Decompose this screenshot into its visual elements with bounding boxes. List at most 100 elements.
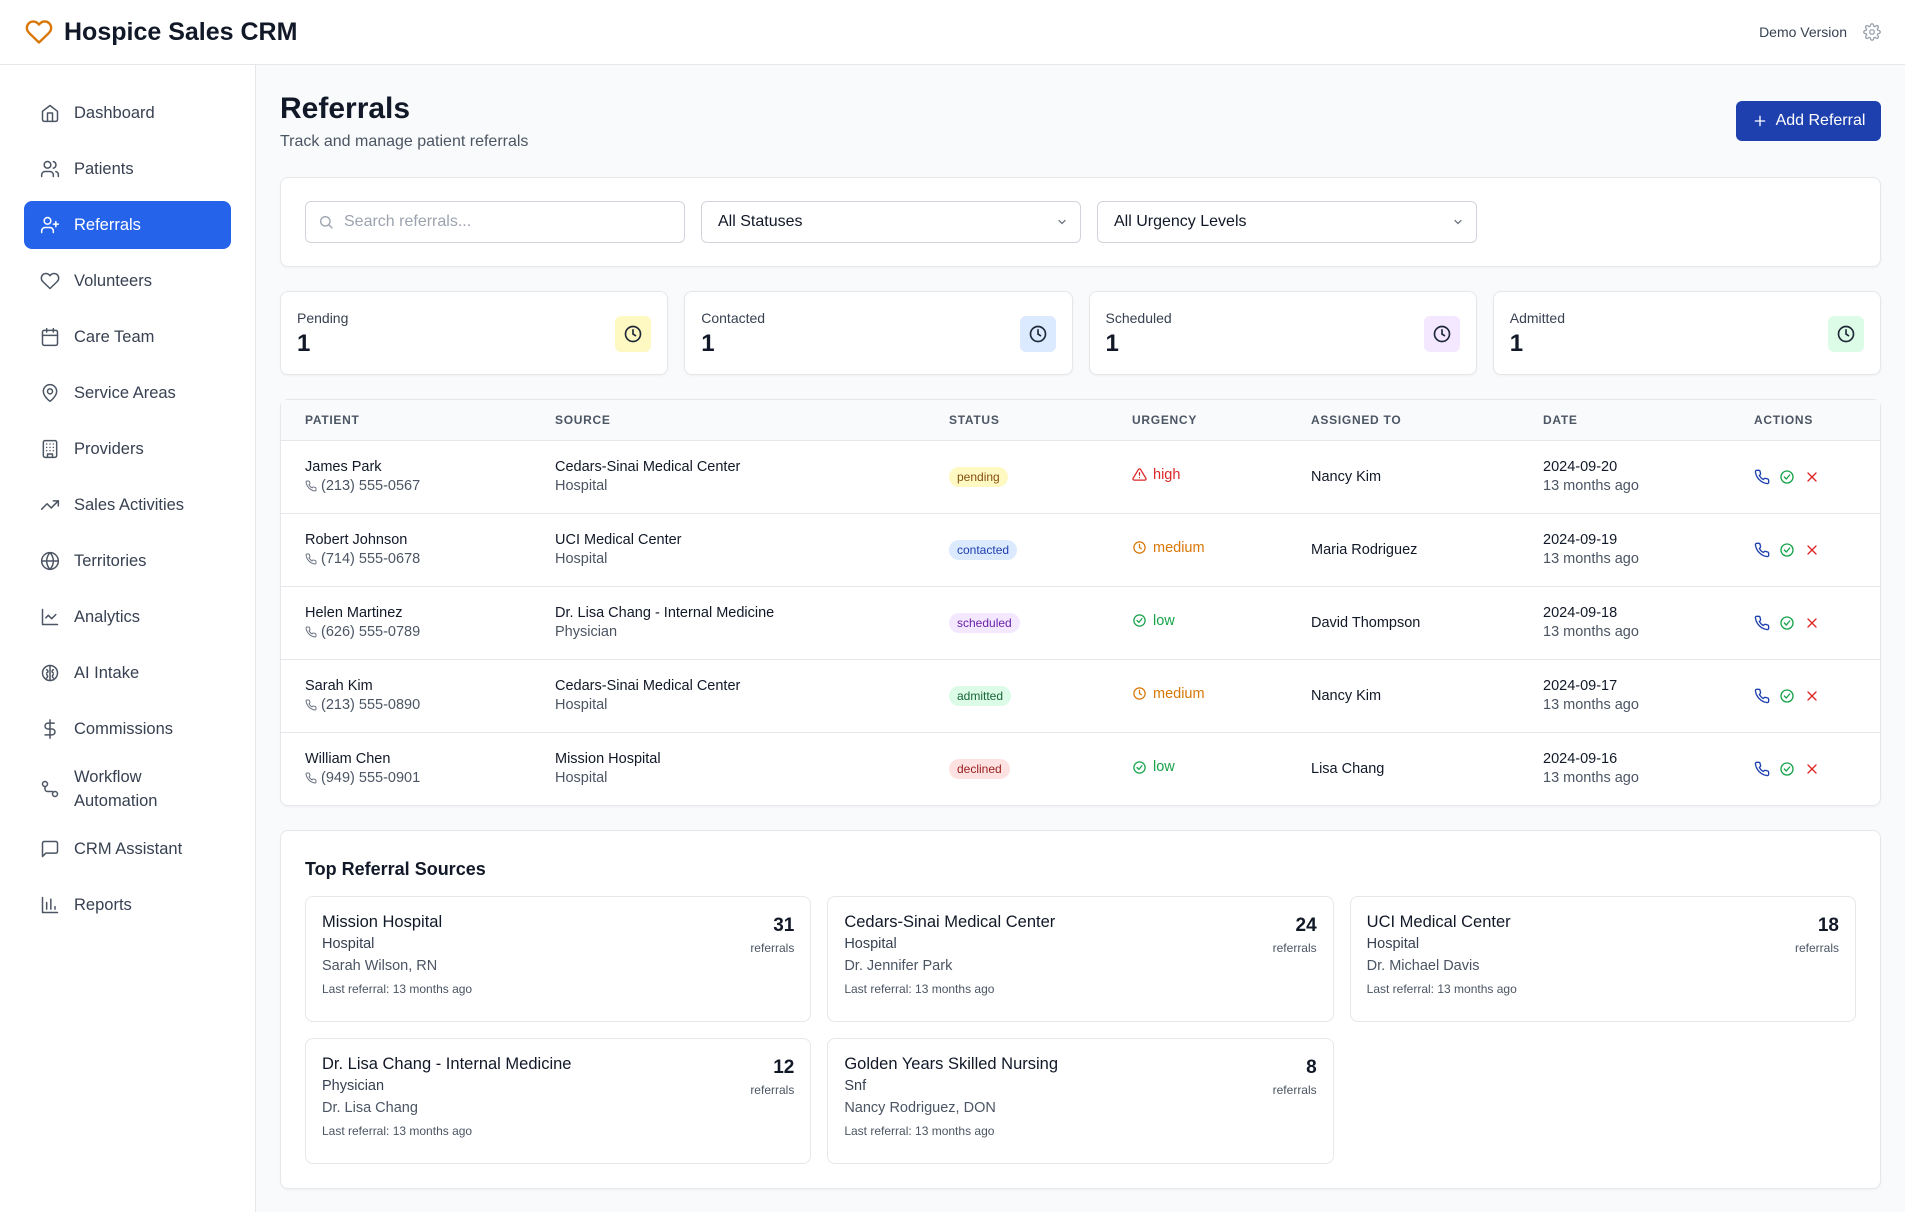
assigned-cell: Nancy Kim xyxy=(1287,659,1519,733)
source-cell: UCI Medical Center Hospital xyxy=(531,513,925,587)
users-icon xyxy=(40,159,60,179)
sidebar-item-reports[interactable]: Reports xyxy=(24,881,231,929)
sidebar-item-dashboard[interactable]: Dashboard xyxy=(24,89,231,137)
referral-count: 12 referrals xyxy=(750,1057,794,1097)
table-row[interactable]: Helen Martinez (626) 555-0789 Dr. Lisa Cha… xyxy=(281,586,1880,660)
status-badge: contacted xyxy=(949,539,1018,560)
main-content: Referrals Track and manage patient refer… xyxy=(256,65,1905,1212)
source-name: Dr. Lisa Chang - Internal Medicine xyxy=(555,605,775,621)
referral-count-number: 31 xyxy=(773,915,795,936)
map-pin-icon xyxy=(40,383,60,403)
status-filter-select[interactable]: All Statuses xyxy=(701,201,1081,243)
sidebar-item-ai-intake[interactable]: AI Intake xyxy=(24,649,231,697)
phone-icon xyxy=(305,699,317,711)
phone-icon xyxy=(305,772,317,784)
sidebar-item-care-team[interactable]: Care Team xyxy=(24,313,231,361)
approve-check-icon[interactable] xyxy=(1779,469,1795,485)
patient-name[interactable]: Helen Martinez xyxy=(305,605,403,621)
settings-icon[interactable] xyxy=(1863,23,1881,41)
patient-name[interactable]: Sarah Kim xyxy=(305,678,373,694)
source-cell: Cedars-Sinai Medical Center Hospital xyxy=(531,440,925,514)
sidebar-item-crm-assistant[interactable]: CRM Assistant xyxy=(24,825,231,873)
last-referral-prefix: Last referral: xyxy=(322,982,393,996)
referral-relative-date: 13 months ago xyxy=(1543,624,1639,640)
user-plus-icon xyxy=(40,215,60,235)
referral-date: 2024-09-19 xyxy=(1543,532,1618,548)
source-card[interactable]: Golden Years Skilled Nursing Snf Nancy Rod… xyxy=(827,1038,1334,1164)
patient-name[interactable]: Robert Johnson xyxy=(305,532,408,548)
sources-grid: Mission Hospital Hospital Sarah Wilson, RN… xyxy=(305,896,1856,1164)
sidebar-item-referrals[interactable]: Referrals xyxy=(24,201,231,249)
table-row[interactable]: Robert Johnson (714) 555-0678 UCI Medical … xyxy=(281,513,1880,587)
brand[interactable]: Hospice Sales CRM xyxy=(24,18,297,47)
approve-check-icon[interactable] xyxy=(1779,688,1795,704)
patient-name[interactable]: William Chen xyxy=(305,751,391,768)
date-cell: 2024-09-18 13 months ago xyxy=(1519,586,1730,660)
page-subtitle: Track and manage patient referrals xyxy=(280,133,529,150)
sidebar-item-patients[interactable]: Patients xyxy=(24,145,231,193)
table-row[interactable]: William Chen (949) 555-0901 Mission Hospit… xyxy=(281,732,1880,805)
approve-check-icon[interactable] xyxy=(1779,542,1795,558)
referral-count-number: 12 xyxy=(773,1057,795,1078)
referral-count-label: referrals xyxy=(1794,941,1839,955)
call-phone-icon[interactable] xyxy=(1754,688,1770,704)
call-phone-icon[interactable] xyxy=(1754,542,1770,558)
stat-card-pending: Pending 1 xyxy=(280,291,669,375)
approve-check-icon[interactable] xyxy=(1779,615,1795,631)
approve-check-icon[interactable] xyxy=(1779,761,1795,777)
decline-x-icon[interactable] xyxy=(1804,688,1820,704)
status-badge: admitted xyxy=(949,685,1012,706)
sidebar-item-label: Referrals xyxy=(74,215,141,234)
assigned-to: David Thompson xyxy=(1311,614,1421,631)
sidebar-item-territories[interactable]: Territories xyxy=(24,537,231,585)
sidebar-item-sales-activities[interactable]: Sales Activities xyxy=(24,481,231,529)
decline-x-icon[interactable] xyxy=(1804,469,1820,485)
referrals-table-card: Patient Source Status Urgency Assigned T… xyxy=(280,399,1881,806)
sidebar-item-analytics[interactable]: Analytics xyxy=(24,593,231,641)
source-card[interactable]: Mission Hospital Hospital Sarah Wilson, RN… xyxy=(305,896,812,1022)
column-header: Assigned To xyxy=(1287,400,1519,441)
source-card[interactable]: Cedars-Sinai Medical Center Hospital Dr. J… xyxy=(827,896,1334,1022)
sidebar-item-service-areas[interactable]: Service Areas xyxy=(24,369,231,417)
search-input[interactable] xyxy=(344,213,672,231)
call-phone-icon[interactable] xyxy=(1754,761,1770,777)
sidebar-item-providers[interactable]: Providers xyxy=(24,425,231,473)
source-card[interactable]: UCI Medical Center Hospital Dr. Michael Da… xyxy=(1349,896,1856,1022)
date-cell: 2024-09-19 13 months ago xyxy=(1519,513,1730,587)
urgency-cell: low xyxy=(1108,732,1287,805)
sidebar-item-label: Service Areas xyxy=(74,383,176,402)
table-row[interactable]: Sarah Kim (213) 555-0890 Cedars-Sinai Medi… xyxy=(281,659,1880,733)
assigned-cell: David Thompson xyxy=(1287,586,1519,660)
decline-x-icon[interactable] xyxy=(1804,615,1820,631)
sidebar-item-commissions[interactable]: Commissions xyxy=(24,705,231,753)
source-contact: Sarah Wilson, RN xyxy=(322,958,438,974)
call-phone-icon[interactable] xyxy=(1754,469,1770,485)
table-row[interactable]: James Park (213) 555-0567 Cedars-Sinai Med… xyxy=(281,440,1880,514)
clock-icon xyxy=(615,316,652,352)
decline-x-icon[interactable] xyxy=(1804,761,1820,777)
source-cell: Cedars-Sinai Medical Center Hospital xyxy=(531,659,925,733)
referral-relative-date: 13 months ago xyxy=(1543,551,1639,567)
add-referral-button[interactable]: Add Referral xyxy=(1736,101,1881,141)
last-referral-value: 13 months ago xyxy=(1437,982,1517,996)
sidebar-item-workflow-automation[interactable]: Workflow Automation xyxy=(24,761,231,817)
urgency-label: high xyxy=(1153,466,1181,483)
patient-name[interactable]: James Park xyxy=(305,459,382,475)
status-badge: scheduled xyxy=(949,612,1020,633)
call-phone-icon[interactable] xyxy=(1754,615,1770,631)
last-referral-prefix: Last referral: xyxy=(322,1124,393,1138)
chevron-down-icon xyxy=(1452,216,1464,228)
line-chart-icon xyxy=(40,607,60,627)
sidebar-item-label: Reports xyxy=(74,895,132,914)
urgency-medium-icon xyxy=(1132,686,1147,701)
decline-x-icon[interactable] xyxy=(1804,542,1820,558)
sidebar-item-volunteers[interactable]: Volunteers xyxy=(24,257,231,305)
urgency-cell: low xyxy=(1108,586,1287,660)
source-type: Hospital xyxy=(322,936,375,952)
search-field[interactable] xyxy=(305,201,685,243)
column-header: Status xyxy=(925,400,1108,441)
urgency-filter-select[interactable]: All Urgency Levels xyxy=(1097,201,1477,243)
phone-icon xyxy=(305,480,317,492)
source-card[interactable]: Dr. Lisa Chang - Internal Medicine Physic… xyxy=(305,1038,812,1164)
referral-count-label: referrals xyxy=(750,941,795,955)
